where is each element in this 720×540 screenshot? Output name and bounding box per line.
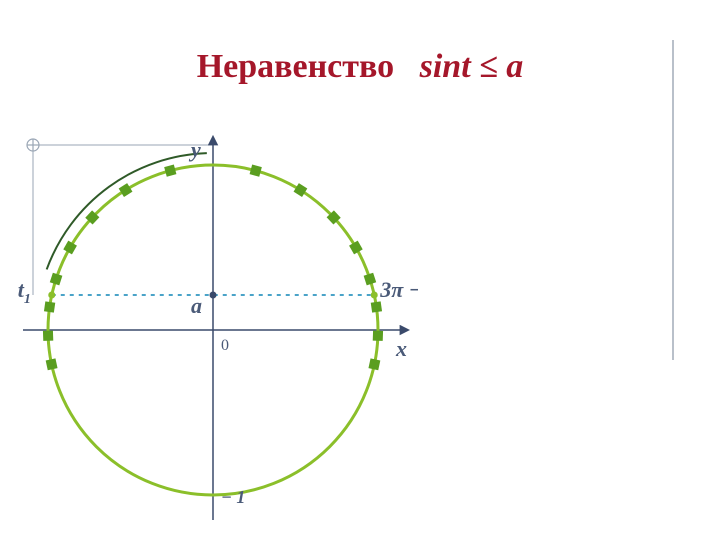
title-word: Неравенство xyxy=(197,48,394,85)
title-inequality: sint ≤ a xyxy=(420,48,524,85)
svg-text:− 1: − 1 xyxy=(221,487,245,507)
unit-circle-diagram: y x 0 a t1 3π − t1 − 1 xyxy=(8,130,418,530)
right-vertical-rule xyxy=(672,40,674,360)
svg-text:0: 0 xyxy=(221,337,229,354)
svg-text:y: y xyxy=(188,137,201,162)
svg-text:t1: t1 xyxy=(18,277,31,307)
diagram-svg: y x 0 a t1 3π − t1 − 1 xyxy=(8,130,418,530)
svg-text:x: x xyxy=(395,336,407,361)
svg-text:a: a xyxy=(191,293,202,318)
slide-title: Неравенство sint ≤ a xyxy=(0,48,720,86)
svg-text:3π − t1: 3π − t1 xyxy=(379,277,418,307)
